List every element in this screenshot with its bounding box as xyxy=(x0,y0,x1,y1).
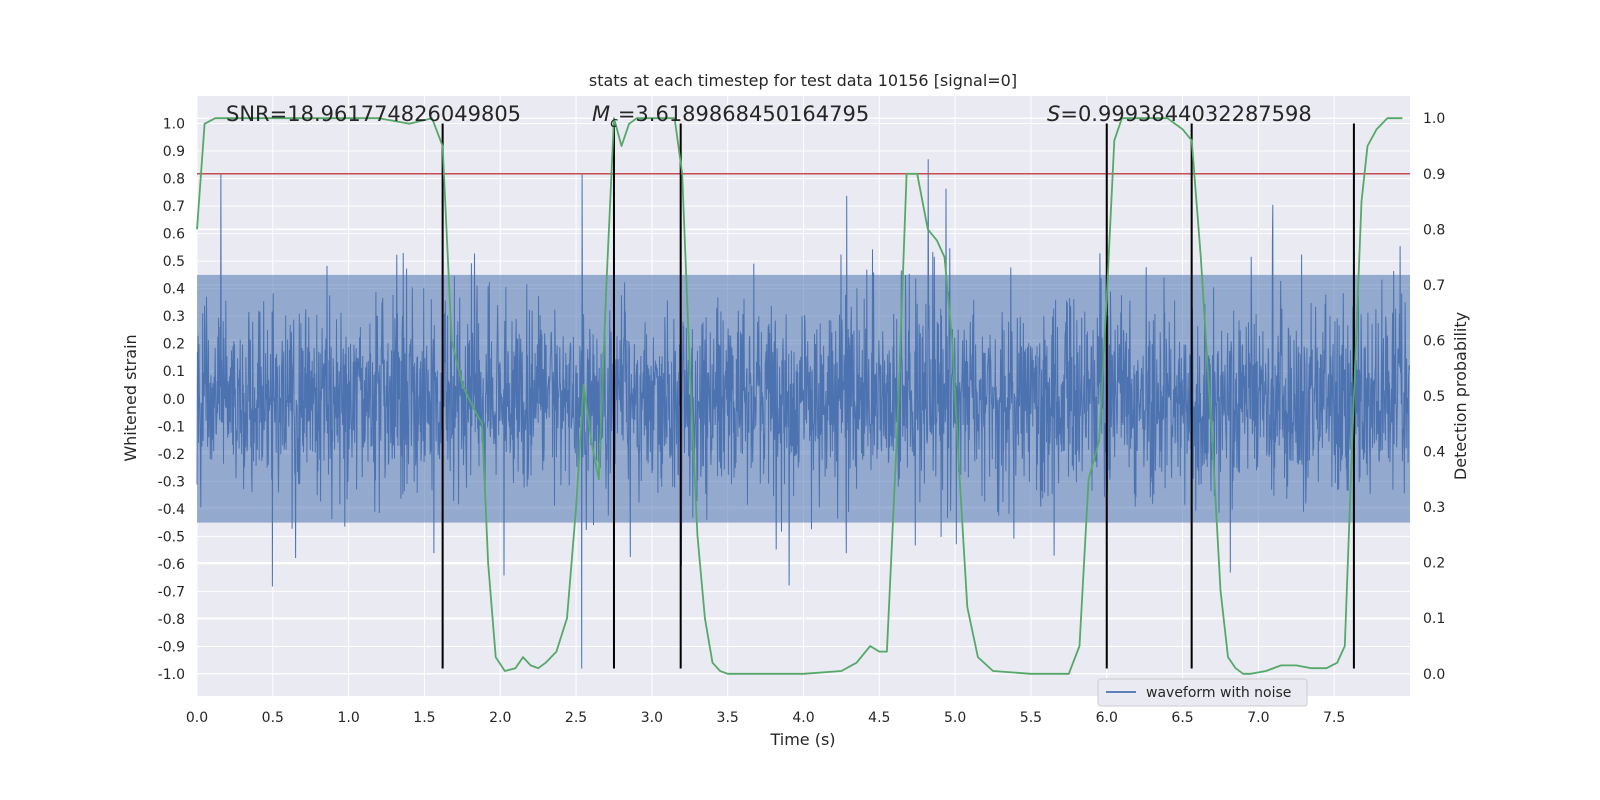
legend-label: waveform with noise xyxy=(1146,685,1291,701)
x-tick-label: 6.5 xyxy=(1171,710,1193,726)
right-axis-ticks: 1.0 0.9 0.8 0.7 0.6 0.5 0.4 0.3 0.2 0.1 0.0 xyxy=(1423,111,1445,683)
probability-line xyxy=(196,117,1403,675)
legend-box xyxy=(1097,678,1308,707)
y-left-tick-label: -0.8 xyxy=(158,612,185,628)
s-annotation: S=0.9993844032287598 xyxy=(1047,102,1312,126)
y-left-tick-label: -0.1 xyxy=(158,419,185,435)
vertical-markers xyxy=(441,123,1355,669)
x-tick-label: 7.0 xyxy=(1247,710,1269,726)
x-tick-label: 4.0 xyxy=(792,710,814,726)
y-left-tick-label: 0.2 xyxy=(163,337,185,353)
x-tick-label: 5.0 xyxy=(944,710,966,726)
x-tick-label: 7.5 xyxy=(1323,710,1345,726)
x-tick-label: 2.5 xyxy=(565,710,587,726)
y-right-tick-label: 1.0 xyxy=(1423,111,1445,127)
left-axis-label: Whitened strain xyxy=(121,334,140,461)
legend: waveform with noise xyxy=(1097,678,1308,707)
mc-symbol: M xyxy=(592,102,610,126)
y-left-tick-label: -1.0 xyxy=(158,667,185,683)
snr-annotation: SNR=18.961774826049805 xyxy=(226,102,521,126)
y-right-tick-label: 0.7 xyxy=(1423,278,1445,294)
y-left-tick-label: -0.4 xyxy=(158,502,185,518)
s-value: =0.9993844032287598 xyxy=(1060,102,1311,126)
x-tick-label: 4.5 xyxy=(868,710,890,726)
y-left-tick-label: 0.1 xyxy=(163,364,185,380)
y-right-tick-label: 0.0 xyxy=(1423,667,1445,683)
y-left-tick-label: 0.8 xyxy=(163,172,185,188)
y-left-tick-label: -0.2 xyxy=(158,447,185,463)
x-tick-label: 0.0 xyxy=(186,710,208,726)
y-left-tick-label: 0.9 xyxy=(163,144,185,160)
probability-series xyxy=(196,117,1403,675)
x-tick-label: 1.0 xyxy=(337,710,359,726)
s-symbol: S xyxy=(1047,102,1060,126)
y-left-tick-label: 0.5 xyxy=(163,254,185,270)
chart-title: stats at each timestep for test data 101… xyxy=(589,71,1017,90)
left-axis-ticks: 1.0 0.9 0.8 0.7 0.6 0.5 0.4 0.3 0.2 0.1 0.0 -0.1 -0.… xyxy=(158,117,185,683)
y-right-tick-label: 0.8 xyxy=(1423,222,1445,238)
y-right-tick-label: 0.9 xyxy=(1423,167,1445,183)
mc-annotation: Mc=3.6189868450164795 xyxy=(592,102,869,131)
y-left-tick-label: 1.0 xyxy=(163,117,185,133)
y-left-tick-label: 0.0 xyxy=(163,392,185,408)
y-left-tick-label: -0.5 xyxy=(158,529,185,545)
x-tick-label: 6.0 xyxy=(1096,710,1118,726)
x-axis-label: Time (s) xyxy=(769,730,835,749)
x-tick-label: 0.5 xyxy=(262,710,284,726)
x-tick-label: 3.0 xyxy=(641,710,663,726)
x-axis-ticks: 0.0 0.5 1.0 1.5 2.0 2.5 3.0 3.5 4.0 4.5 5.0 5.5 6.0 6… xyxy=(186,710,1345,726)
y-left-tick-label: 0.6 xyxy=(163,227,185,243)
x-tick-label: 1.5 xyxy=(413,710,435,726)
x-tick-label: 5.5 xyxy=(1020,710,1042,726)
mc-subscript: c xyxy=(610,115,618,131)
x-tick-label: 3.5 xyxy=(717,710,739,726)
y-left-tick-label: -0.3 xyxy=(158,474,185,490)
y-left-tick-label: -0.7 xyxy=(158,584,185,600)
mc-value: =3.6189868450164795 xyxy=(618,102,869,126)
y-left-tick-label: 0.7 xyxy=(163,199,185,215)
y-right-tick-label: 0.1 xyxy=(1423,611,1445,627)
y-right-tick-label: 0.2 xyxy=(1423,556,1445,572)
waveform-series xyxy=(196,159,1411,669)
y-right-tick-label: 0.3 xyxy=(1423,500,1445,516)
y-right-tick-label: 0.6 xyxy=(1423,333,1445,349)
y-left-tick-label: 0.4 xyxy=(163,282,185,298)
y-left-tick-label: -0.6 xyxy=(158,557,185,573)
x-tick-label: 2.0 xyxy=(489,710,511,726)
y-right-tick-label: 0.5 xyxy=(1423,389,1445,405)
y-right-tick-label: 0.4 xyxy=(1423,445,1445,461)
y-left-tick-label: 0.3 xyxy=(163,309,185,325)
right-axis-label: Detection probability xyxy=(1451,312,1470,480)
y-left-tick-label: -0.9 xyxy=(158,639,185,655)
